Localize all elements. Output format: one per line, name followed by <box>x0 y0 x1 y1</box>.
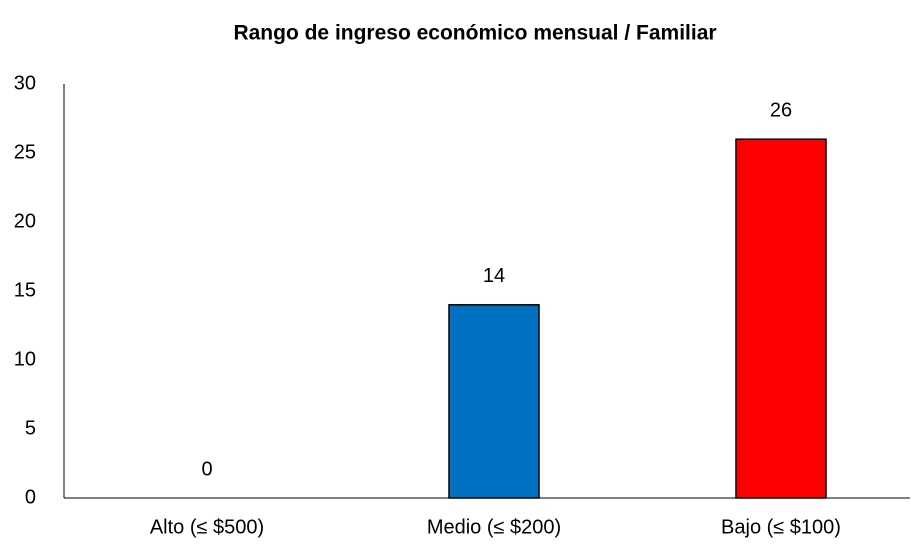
y-tick-label: 5 <box>25 417 36 439</box>
y-tick-label: 20 <box>14 210 36 232</box>
data-label: 0 <box>201 458 212 480</box>
y-tick-label: 15 <box>14 279 36 301</box>
x-tick-label: Medio (≤ $200) <box>427 516 561 538</box>
y-tick-label: 0 <box>25 486 36 508</box>
chart-title: Rango de ingreso económico mensual / Fam… <box>233 22 716 45</box>
data-label: 14 <box>483 265 505 287</box>
bar <box>448 304 540 499</box>
x-tick-label: Alto (≤ $500) <box>150 516 264 538</box>
y-tick-label: 30 <box>14 72 36 94</box>
y-tick-label: 25 <box>14 141 36 163</box>
data-label: 26 <box>770 99 792 121</box>
x-tick-label: Bajo (≤ $100) <box>721 516 841 538</box>
y-tick-label: 10 <box>14 348 36 370</box>
bar <box>735 138 827 499</box>
